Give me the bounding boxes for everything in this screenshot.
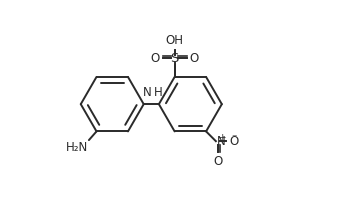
Text: O: O [190, 52, 199, 65]
Text: N: N [217, 135, 226, 148]
Text: S: S [171, 52, 179, 65]
Text: H: H [154, 86, 162, 99]
Text: O: O [213, 155, 222, 168]
Text: O: O [150, 52, 160, 65]
Text: H₂N: H₂N [66, 141, 88, 154]
Text: ⁻: ⁻ [231, 133, 237, 143]
Text: OH: OH [166, 34, 184, 47]
Text: N: N [143, 86, 151, 99]
Text: +: + [218, 133, 226, 142]
Text: O: O [229, 135, 238, 148]
